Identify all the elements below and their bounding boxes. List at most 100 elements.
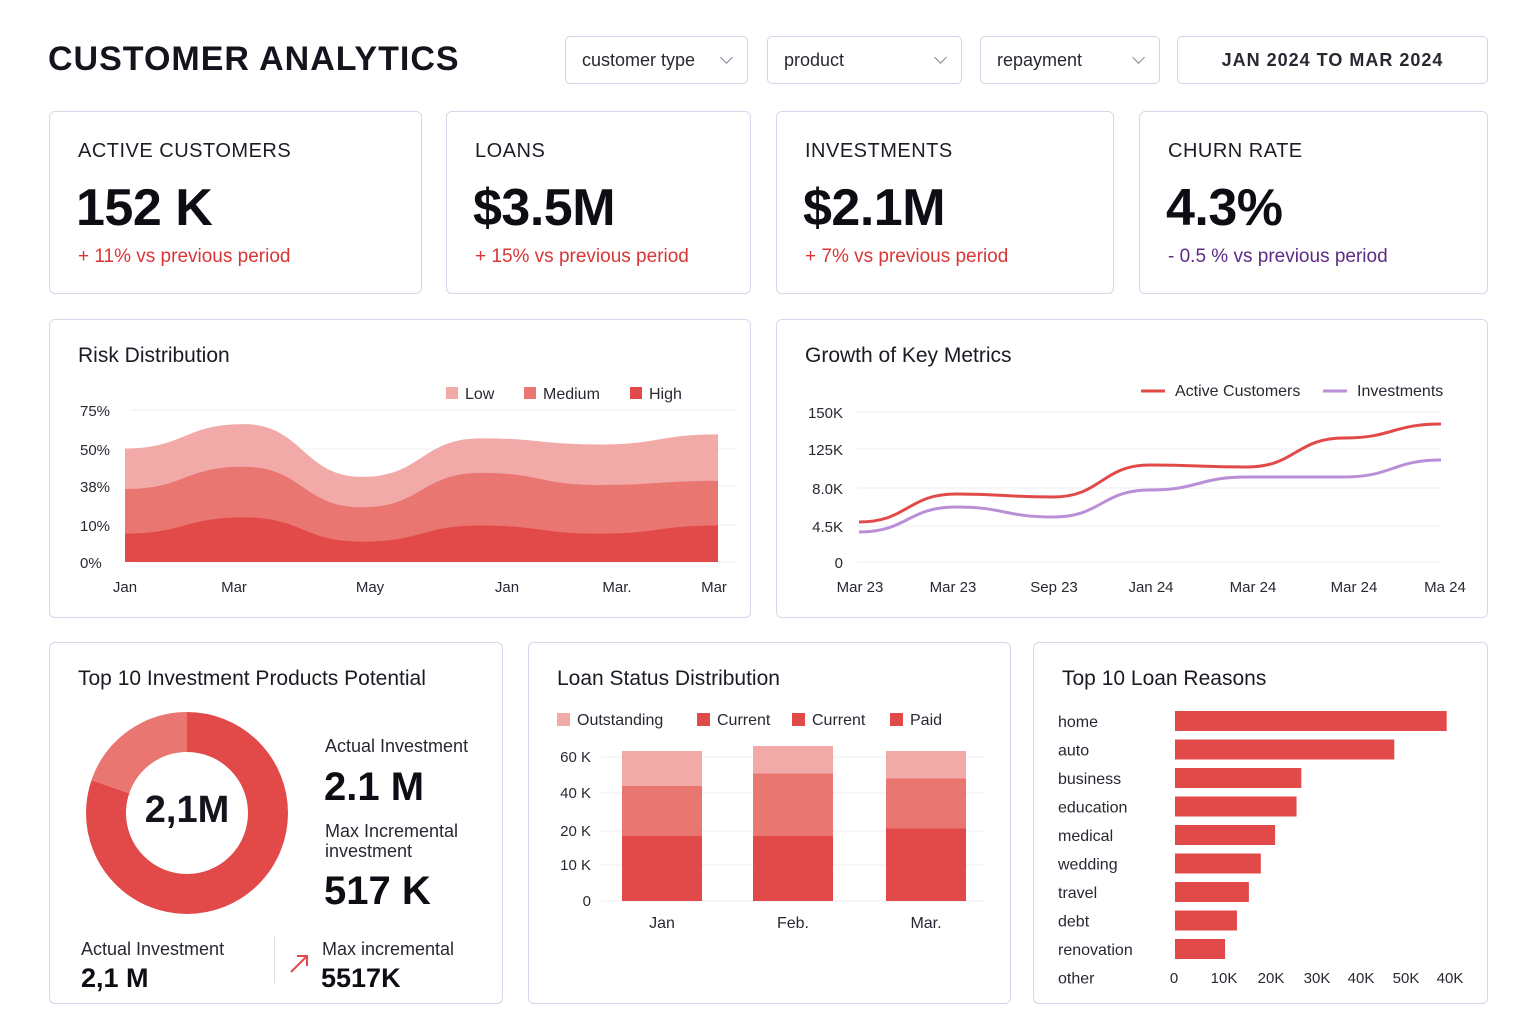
growth-metrics-card: Growth of Key Metrics 150K 125K 8.0K 4.5K 0 M… (776, 319, 1488, 618)
x-tick-label: 50K (1393, 970, 1420, 987)
x-tick-label: Jan 24 (1128, 579, 1173, 596)
kpi-delta: + 11% vs previous period (78, 246, 291, 267)
category-label: debt (1058, 914, 1090, 931)
risk-distribution-title: Risk Distribution (78, 344, 230, 367)
kpi-card-churn-rate: CHURN RATE 4.3% - 0.5 % vs previous peri… (1139, 111, 1488, 294)
bar-segment-current (886, 778, 966, 829)
loan-status-title: Loan Status Distribution (557, 667, 780, 690)
legend-swatch (557, 713, 570, 726)
bar-segment-outstanding (622, 751, 702, 786)
trend-up-icon (290, 955, 308, 973)
product-label: product (784, 49, 845, 70)
legend-label: High (649, 386, 682, 403)
x-tick-label: Mar. (910, 915, 941, 932)
kpi-value: $2.1M (803, 179, 946, 237)
loan-status-card: Loan Status Distribution 60 K 40 K 20 K 10 … (528, 642, 1011, 1004)
loan-reasons-title: Top 10 Loan Reasons (1062, 667, 1267, 690)
chevron-down-icon (934, 51, 947, 64)
legend-swatch (792, 713, 805, 726)
kpi-value: 4.3% (1166, 179, 1283, 237)
x-tick-label: 40K (1437, 970, 1464, 987)
bar (1175, 853, 1261, 874)
footer-max-value: 5517K (321, 963, 401, 993)
category-label: medical (1058, 828, 1113, 845)
bar (1175, 768, 1302, 788)
actual-investment-label: Actual Investment (325, 736, 469, 756)
x-tick-label: Mar 24 (1230, 579, 1277, 596)
growth-metrics-title: Growth of Key Metrics (805, 344, 1012, 367)
y-tick-label: 0 (583, 893, 591, 910)
kpi-delta: + 7% vs previous period (805, 246, 1009, 267)
max-incremental-value: 517 K (324, 869, 431, 913)
y-tick-label: 125K (808, 442, 843, 459)
y-tick-label: 0 (835, 555, 843, 572)
kpi-card-investments: INVESTMENTS $2.1M + 7% vs previous perio… (776, 111, 1114, 294)
legend-label: Low (465, 386, 495, 403)
growth-metrics-chart: 150K 125K 8.0K 4.5K 0 Mar 23 Mar 23 Sep 23 Jan 2… (808, 383, 1466, 596)
repayment-dropdown[interactable]: repayment (980, 36, 1160, 84)
bar (1175, 825, 1276, 845)
max-incremental-label: Max Incremental investment (325, 821, 459, 861)
kpi-delta: + 15% vs previous period (475, 246, 689, 267)
category-label: education (1058, 800, 1127, 817)
x-tick-label: 30K (1304, 970, 1331, 987)
kpi-card-loans: LOANS $3.5M + 15% vs previous period (446, 111, 751, 294)
y-tick-label: 8.0K (812, 481, 843, 498)
customer-type-label: customer type (582, 49, 696, 70)
legend-swatch (697, 713, 710, 726)
legend-swatch (524, 387, 536, 399)
kpi-value: 152 K (76, 179, 213, 237)
line-series-active-customers (858, 422, 1442, 524)
bar-segment-paid (886, 828, 966, 901)
legend-label: Outstanding (577, 712, 663, 729)
date-range-label: JAN 2024 TO MAR 2024 (1221, 49, 1444, 70)
x-tick-label: Jan (649, 915, 675, 932)
x-tick-label: Mar. (602, 579, 631, 596)
x-tick-label: Jan (495, 579, 519, 596)
legend-swatch (890, 713, 903, 726)
bar (1175, 739, 1395, 760)
kpi-label: ACTIVE CUSTOMERS (78, 140, 292, 162)
x-tick-label: 0 (1170, 970, 1178, 987)
x-tick-label: Mar 23 (837, 579, 884, 596)
y-tick-label: 20 K (560, 823, 591, 840)
x-tick-label: 10K (1211, 970, 1238, 987)
loan-reasons-chart: home auto business education medical wedding t… (1057, 711, 1464, 988)
y-tick-label: 4.5K (812, 519, 843, 536)
category-label: home (1058, 714, 1098, 731)
footer-actual-label: Actual Investment (81, 939, 225, 959)
page-title: CUSTOMER ANALYTICS (48, 40, 460, 78)
y-tick-label: 150K (808, 405, 843, 422)
y-tick-label: 60 K (560, 749, 591, 766)
legend-label: Medium (543, 386, 600, 403)
bar-segment-outstanding (886, 751, 966, 779)
legend-swatch (630, 387, 642, 399)
bar-segment-current (622, 786, 702, 836)
date-range-picker[interactable]: JAN 2024 TO MAR 2024 (1177, 36, 1488, 84)
kpi-label: CHURN RATE (1168, 140, 1303, 162)
kpi-label: INVESTMENTS (805, 140, 953, 162)
category-label: renovation (1058, 942, 1133, 959)
actual-investment-value: 2.1 M (324, 765, 425, 809)
risk-distribution-card: Risk Distribution 75% 50% 38% 10% 0% Jan Mar Ma… (49, 319, 751, 618)
category-label: travel (1058, 885, 1097, 902)
product-dropdown[interactable]: product (767, 36, 962, 84)
legend-label: Current (812, 712, 866, 729)
customer-type-dropdown[interactable]: customer type (565, 36, 748, 84)
y-tick-label: 40 K (560, 785, 591, 802)
y-tick-label: 10% (80, 518, 110, 535)
y-tick-label: 10 K (560, 857, 591, 874)
line-series-investments (858, 458, 1442, 534)
x-tick-label: Mar 24 (1331, 579, 1378, 596)
x-tick-label: Feb. (777, 915, 809, 932)
x-tick-label: 20K (1258, 970, 1285, 987)
footer-max-label: Max incremental (322, 939, 455, 959)
investment-products-title: Top 10 Investment Products Potential (78, 667, 426, 690)
investment-products-card: Top 10 Investment Products Potential 2,1… (49, 642, 503, 1004)
bar-segment-paid (753, 836, 833, 901)
category-label: auto (1058, 743, 1089, 760)
category-label: business (1058, 771, 1121, 788)
x-tick-label: Mar (701, 579, 727, 596)
bar (1175, 910, 1237, 931)
repayment-label: repayment (997, 49, 1083, 70)
